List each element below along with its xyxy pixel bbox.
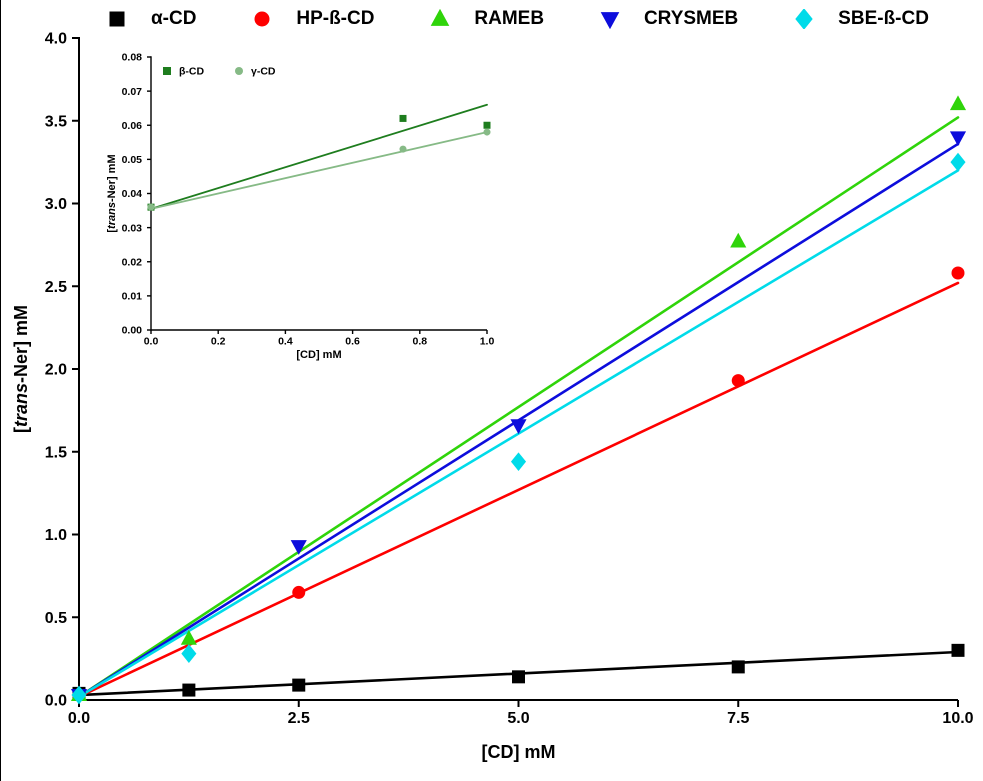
main-legend: α-CD HP-ß-CD RAMEB CRYSMEB SBE-ß-CD bbox=[107, 4, 929, 34]
data-point-marker-icon bbox=[182, 683, 196, 697]
y-tick-label: 0.08 bbox=[122, 52, 143, 64]
legend-square-icon bbox=[109, 11, 125, 27]
legend-square-icon bbox=[109, 11, 125, 27]
y-tick-label: 0.5 bbox=[45, 610, 67, 627]
fit-line bbox=[77, 281, 960, 698]
x-tick-label: 0.0 bbox=[68, 710, 90, 727]
inset-legend-label: β-CD bbox=[179, 66, 204, 78]
legend-circle-icon bbox=[254, 11, 270, 27]
data-point-marker-icon bbox=[290, 540, 307, 555]
data-point-marker-icon bbox=[483, 128, 491, 136]
y-tick-label: 3.0 bbox=[45, 196, 67, 213]
data-point-marker-icon bbox=[510, 452, 527, 472]
data-point-marker-icon bbox=[951, 266, 965, 280]
chart-main: 0.0 2.5 5.0 7.5 10.0 0.0 0.5 1.0 1.5 2.0 2.5 3.0 3.5… bbox=[11, 31, 974, 762]
data-point-marker-icon bbox=[510, 419, 527, 435]
x-tick-label: 0.4 bbox=[278, 336, 293, 348]
x-axis-title: [CD] mM bbox=[296, 349, 341, 361]
y-tick-label: 0.05 bbox=[122, 154, 143, 166]
legend-label: SBE-ß-CD bbox=[838, 8, 929, 29]
y-tick-label: 0.03 bbox=[122, 222, 143, 234]
data-point-marker-icon bbox=[949, 131, 967, 147]
inset-legend-circle-icon bbox=[235, 67, 243, 75]
x-tick-label: 10.0 bbox=[942, 710, 973, 727]
inset-legend-label: γ-CD bbox=[251, 66, 276, 78]
y-tick-label: 0.01 bbox=[122, 291, 143, 303]
y-tick-label: 1.5 bbox=[45, 444, 67, 461]
data-point-marker-icon bbox=[292, 678, 306, 692]
legend-item-circle: HP-ß-CD bbox=[252, 8, 374, 30]
inset-legend-square-icon bbox=[163, 67, 171, 75]
data-point-marker-icon bbox=[951, 643, 965, 657]
data-point-marker-icon bbox=[731, 660, 745, 674]
legend-label: RAMEB bbox=[474, 8, 545, 29]
data-point-marker-icon bbox=[730, 232, 747, 248]
y-tick-label: 0.06 bbox=[122, 120, 143, 132]
y-tick-label: 2.0 bbox=[45, 362, 67, 379]
y-tick-label: 0.04 bbox=[122, 188, 143, 200]
y-tick-label: 0.02 bbox=[122, 256, 143, 268]
y-tick-label: 2.5 bbox=[45, 279, 67, 296]
x-tick-label: 1.0 bbox=[480, 336, 495, 348]
y-tick-label: 0.00 bbox=[122, 325, 143, 337]
legend-item-triangle-up: RAMEB bbox=[430, 8, 544, 30]
data-point-marker-icon bbox=[399, 114, 407, 122]
data-point-marker-icon bbox=[950, 152, 966, 172]
data-point-marker-icon bbox=[147, 203, 155, 211]
data-point-marker-icon bbox=[180, 629, 197, 645]
data-point-marker-icon bbox=[399, 145, 407, 153]
legend-triangle-up-icon bbox=[431, 9, 450, 26]
legend-label: α-CD bbox=[151, 8, 197, 29]
legend-diamond-icon bbox=[795, 9, 813, 29]
y-tick-label: 1.0 bbox=[45, 527, 67, 544]
data-point-marker-icon bbox=[949, 95, 967, 111]
data-point-marker-icon bbox=[292, 585, 306, 599]
legend-item-triangle-down: CRYSMEB bbox=[600, 8, 738, 30]
fit-line bbox=[150, 131, 488, 210]
legend-item-diamond: SBE-ß-CD bbox=[794, 8, 929, 30]
fit-line bbox=[77, 116, 960, 698]
x-tick-label: 0.8 bbox=[412, 336, 427, 348]
data-point-marker-icon bbox=[71, 685, 87, 705]
y-tick-label: 0.07 bbox=[122, 86, 143, 98]
chart-inset: 0.0 0.2 0.4 0.6 0.8 1.0 0.00 0.01 0.02 0.03 0.04 0.… bbox=[106, 52, 494, 361]
x-tick-label: 5.0 bbox=[507, 710, 529, 727]
y-axis-title: [trans-Ner] mM bbox=[106, 154, 118, 232]
y-axis-title: [trans-Ner] mM bbox=[11, 305, 31, 433]
data-point-marker-icon bbox=[483, 121, 491, 129]
y-tick-label: 4.0 bbox=[45, 31, 67, 48]
legend-triangle-down-icon bbox=[600, 12, 620, 29]
legend-triangle-up-icon bbox=[431, 9, 450, 26]
data-point-marker-icon bbox=[731, 374, 745, 388]
x-tick-label: 0.0 bbox=[144, 336, 159, 348]
data-point-marker-icon bbox=[512, 670, 525, 684]
legend-label: CRYSMEB bbox=[643, 8, 739, 29]
legend-label: HP-ß-CD bbox=[296, 8, 375, 29]
fit-line bbox=[150, 103, 488, 210]
legend-triangle-down-icon bbox=[600, 12, 620, 29]
data-point-marker-icon bbox=[181, 644, 197, 664]
legend-item-square: α-CD bbox=[107, 8, 196, 30]
x-tick-label: 0.2 bbox=[211, 336, 226, 348]
y-tick-label: 3.5 bbox=[45, 113, 67, 130]
x-tick-label: 7.5 bbox=[727, 710, 749, 727]
x-tick-label: 2.5 bbox=[288, 710, 310, 727]
legend-diamond-icon bbox=[795, 9, 813, 29]
y-tick-label: 0.0 bbox=[45, 693, 67, 710]
legend-circle-icon bbox=[254, 11, 270, 27]
x-tick-label: 0.6 bbox=[345, 336, 360, 348]
x-axis-title: [CD] mM bbox=[482, 742, 556, 762]
